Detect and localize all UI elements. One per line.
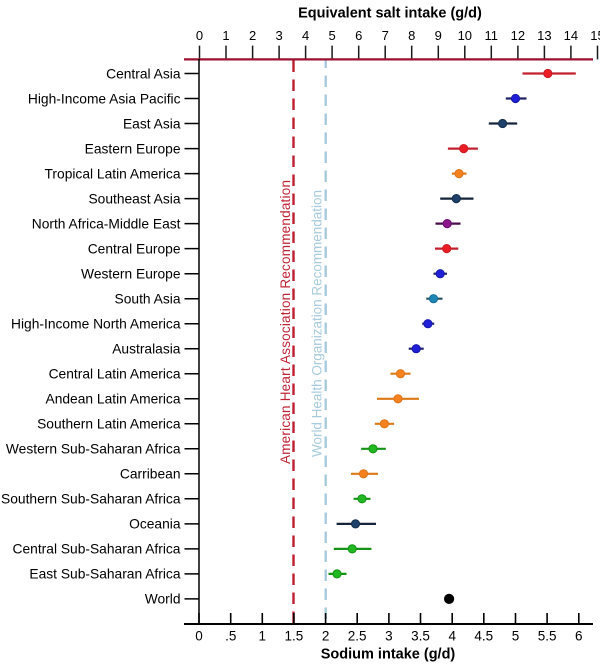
svg-text:Central Europe: Central Europe [88,241,181,256]
svg-text:1: 1 [222,28,229,43]
svg-text:4: 4 [302,28,309,43]
svg-text:Western Europe: Western Europe [81,267,181,282]
svg-text:High-Income Asia Pacific: High-Income Asia Pacific [28,91,181,106]
svg-text:Equivalent salt intake (g/d): Equivalent salt intake (g/d) [298,6,482,22]
svg-text:1.5: 1.5 [285,629,304,644]
svg-text:12: 12 [511,28,525,43]
svg-text:5.5: 5.5 [538,629,557,644]
svg-text:10: 10 [458,28,472,43]
svg-text:Central Asia: Central Asia [106,66,181,81]
svg-text:9: 9 [435,28,442,43]
svg-text:15: 15 [590,28,600,43]
svg-text:1: 1 [259,629,267,644]
svg-text:8: 8 [408,28,415,43]
svg-text:5: 5 [512,629,520,644]
svg-text:World Health Organization Reco: World Health Organization Recommendation [310,190,325,457]
svg-text:Australasia: Australasia [112,342,181,357]
svg-text:Western Sub-Saharan Africa: Western Sub-Saharan Africa [6,442,181,457]
svg-text:Andean Latin America: Andean Latin America [46,392,181,407]
svg-text:3: 3 [385,629,393,644]
svg-text:.5: .5 [225,629,236,644]
svg-text:13: 13 [537,28,551,43]
svg-text:0: 0 [196,28,203,43]
svg-text:Carribean: Carribean [120,467,181,482]
svg-text:14: 14 [564,28,578,43]
svg-text:6: 6 [355,28,362,43]
svg-text:East Sub-Saharan Africa: East Sub-Saharan Africa [29,567,180,582]
svg-text:Tropical Latin America: Tropical Latin America [45,166,181,181]
svg-text:North Africa-Middle East: North Africa-Middle East [32,216,181,231]
svg-text:2: 2 [322,629,330,644]
svg-text:South Asia: South Asia [115,292,181,307]
svg-text:5: 5 [328,28,335,43]
svg-text:2: 2 [249,28,256,43]
svg-text:3: 3 [275,28,282,43]
svg-text:2.5: 2.5 [348,629,367,644]
svg-text:American Heart Association Rec: American Heart Association Recommendatio… [278,180,293,464]
svg-text:Eastern Europe: Eastern Europe [85,141,181,156]
svg-text:4.5: 4.5 [474,629,493,644]
svg-text:4: 4 [448,629,456,644]
svg-text:East Asia: East Asia [123,116,181,131]
svg-text:0: 0 [195,629,203,644]
svg-text:World: World [145,592,181,607]
svg-text:3.5: 3.5 [411,629,430,644]
svg-text:Southern Sub-Saharan Africa: Southern Sub-Saharan Africa [1,492,181,507]
svg-text:Southern Latin America: Southern Latin America [37,417,181,432]
svg-text:7: 7 [382,28,389,43]
svg-text:Southeast Asia: Southeast Asia [88,191,180,206]
svg-text:Sodium intake (g/d): Sodium intake (g/d) [321,647,456,663]
svg-text:Central Latin America: Central Latin America [49,367,181,382]
svg-text:11: 11 [485,28,499,43]
svg-text:High-Income North America: High-Income North America [11,317,181,332]
svg-text:Oceania: Oceania [129,517,181,532]
svg-text:Central Sub-Saharan Africa: Central Sub-Saharan Africa [13,542,181,557]
svg-text:6: 6 [575,629,583,644]
